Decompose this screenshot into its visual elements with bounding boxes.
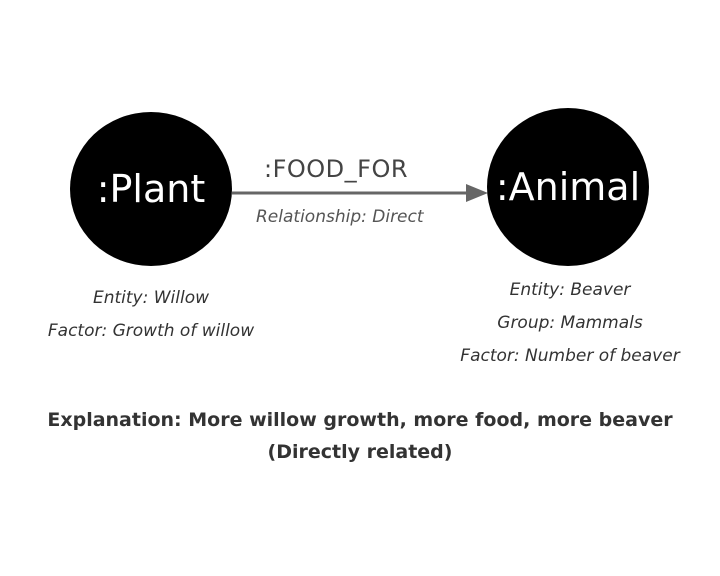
edge-type-label: :FOOD_FOR xyxy=(264,155,409,183)
animal-property-factor: Factor: Number of beaver xyxy=(460,346,680,366)
animal-properties: Entity: Beaver Group: Mammals Factor: Nu… xyxy=(436,274,704,373)
explanation-line: Explanation: More willow growth, more fo… xyxy=(47,409,673,431)
edge-arrowhead xyxy=(466,184,488,202)
animal-property-group: Group: Mammals xyxy=(497,313,643,333)
plant-node-label: :Plant xyxy=(96,167,206,211)
explanation-text: Explanation: More willow growth, more fo… xyxy=(20,404,700,468)
animal-property-entity: Entity: Beaver xyxy=(509,280,631,300)
animal-node-label: :Animal xyxy=(495,165,641,209)
plant-property-factor: Factor: Growth of willow xyxy=(47,321,255,341)
explanation-note: (Directly related) xyxy=(267,441,453,463)
plant-property-entity: Entity: Willow xyxy=(92,288,210,308)
animal-node[interactable]: :Animal xyxy=(487,108,649,266)
plant-node[interactable]: :Plant xyxy=(70,112,232,266)
edge-property-label: Relationship: Direct xyxy=(256,207,424,227)
plant-properties: Entity: Willow Factor: Growth of willow xyxy=(18,282,284,348)
